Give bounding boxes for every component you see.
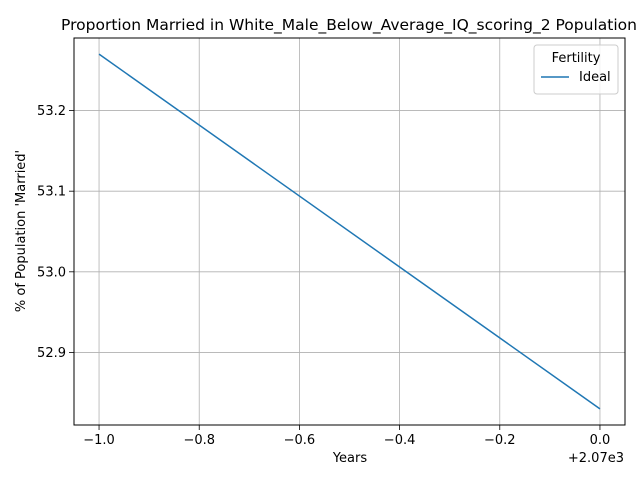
x-axis-ticks: −1.0 −0.8 −0.6 −0.4 −0.2 0.0	[83, 425, 610, 448]
y-tick-label: 52.9	[37, 346, 66, 361]
grid-lines	[74, 38, 625, 425]
x-tick-label: 0.0	[590, 433, 611, 448]
x-tick-label: −0.6	[284, 433, 316, 448]
x-tick-label: −1.0	[83, 433, 115, 448]
y-tick-label: 53.2	[37, 104, 66, 119]
series-line-ideal	[98, 53, 601, 410]
x-axis-offset-label: +2.07e3	[568, 451, 624, 466]
x-tick-label: −0.8	[183, 433, 215, 448]
y-tick-label: 53.0	[37, 265, 66, 280]
y-axis-ticks: 52.9 53.0 53.1 53.2	[37, 104, 74, 361]
legend-box	[533, 44, 619, 95]
x-tick-label: −0.4	[384, 433, 416, 448]
chart-title: Proportion Married in White_Male_Below_A…	[61, 16, 637, 35]
legend: Fertility Ideal	[533, 44, 619, 95]
x-tick-label: −0.2	[484, 433, 516, 448]
x-axis-label: Years	[332, 451, 368, 466]
legend-entry-ideal: Ideal	[579, 70, 611, 85]
y-axis-label: % of Population 'Married'	[14, 150, 29, 312]
legend-title: Fertility	[552, 51, 601, 66]
y-tick-label: 53.1	[37, 185, 66, 200]
plot-frame	[73, 37, 626, 426]
series-lines	[98, 53, 601, 410]
